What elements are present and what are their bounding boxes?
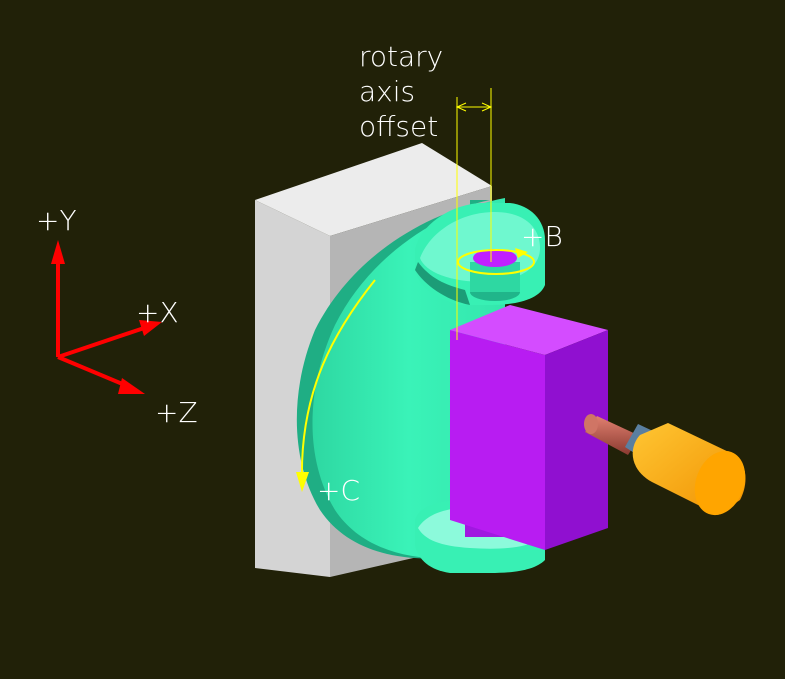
b-rotation-indicator [457, 248, 535, 275]
offset-dimension-arrowhead-right [481, 102, 493, 112]
offset-label-line2: axis [359, 75, 415, 108]
c-rotation-arrowhead [296, 472, 309, 492]
head-front-face [450, 330, 545, 550]
x-axis-arrowhead [139, 320, 162, 336]
base-block-top-face [255, 143, 492, 236]
head-side-face [545, 330, 608, 550]
b-rotation-arrowhead [515, 248, 528, 258]
offset-label-line1: rotary [359, 40, 443, 73]
offset-annotation [455, 88, 493, 340]
z-axis-label: +Z [155, 396, 198, 429]
spindle-shaft-end [584, 414, 598, 434]
c-rotation-arc [300, 279, 376, 481]
tool-end-face [694, 450, 746, 516]
b-axis-pivot-cap [473, 249, 517, 267]
y-axis-arrowhead [51, 240, 65, 264]
head-top-face [450, 305, 608, 355]
z-axis-line [57, 355, 133, 390]
spindle-head [450, 305, 608, 550]
x-axis-line [57, 324, 151, 359]
spindle-tool-assembly [584, 414, 746, 516]
c-rotation-indicator [296, 279, 376, 492]
x-axis-label: +X [136, 296, 179, 329]
coordinate-triad [51, 240, 162, 394]
b-rotation-label: +B [521, 220, 563, 253]
offset-label-line3: offset [359, 110, 438, 143]
b-rotation-ring [457, 249, 535, 275]
labels: rotary axis offset +Y +X +Z +B +C [36, 40, 563, 507]
c-rotation-label: +C [317, 474, 360, 507]
upper-trunnion-shadow [415, 262, 470, 305]
y-axis-label: +Y [36, 204, 77, 237]
z-axis-arrowhead [118, 378, 145, 394]
offset-dimension-arrowhead [455, 102, 467, 112]
